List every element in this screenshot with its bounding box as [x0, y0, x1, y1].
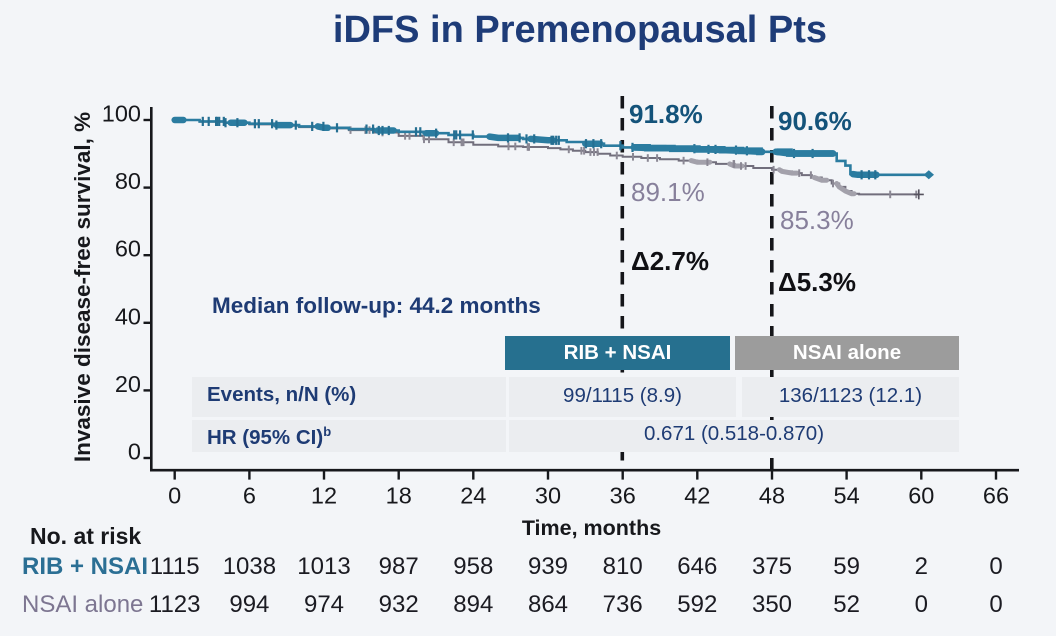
svg-text:36: 36	[610, 483, 636, 509]
svg-text:80: 80	[115, 168, 141, 194]
svg-text:20: 20	[115, 371, 141, 397]
svg-text:18: 18	[386, 483, 412, 509]
svg-text:12: 12	[311, 483, 337, 509]
svg-text:6: 6	[243, 483, 256, 509]
svg-text:30: 30	[535, 483, 561, 509]
svg-text:0: 0	[168, 483, 181, 509]
svg-text:60: 60	[908, 483, 934, 509]
svg-text:100: 100	[102, 101, 141, 127]
svg-text:54: 54	[834, 483, 860, 509]
svg-text:40: 40	[115, 303, 141, 329]
svg-text:66: 66	[983, 483, 1009, 509]
svg-text:42: 42	[684, 483, 710, 509]
svg-text:24: 24	[460, 483, 486, 509]
svg-text:0: 0	[128, 439, 141, 465]
svg-text:48: 48	[759, 483, 785, 509]
svg-text:60: 60	[115, 236, 141, 262]
